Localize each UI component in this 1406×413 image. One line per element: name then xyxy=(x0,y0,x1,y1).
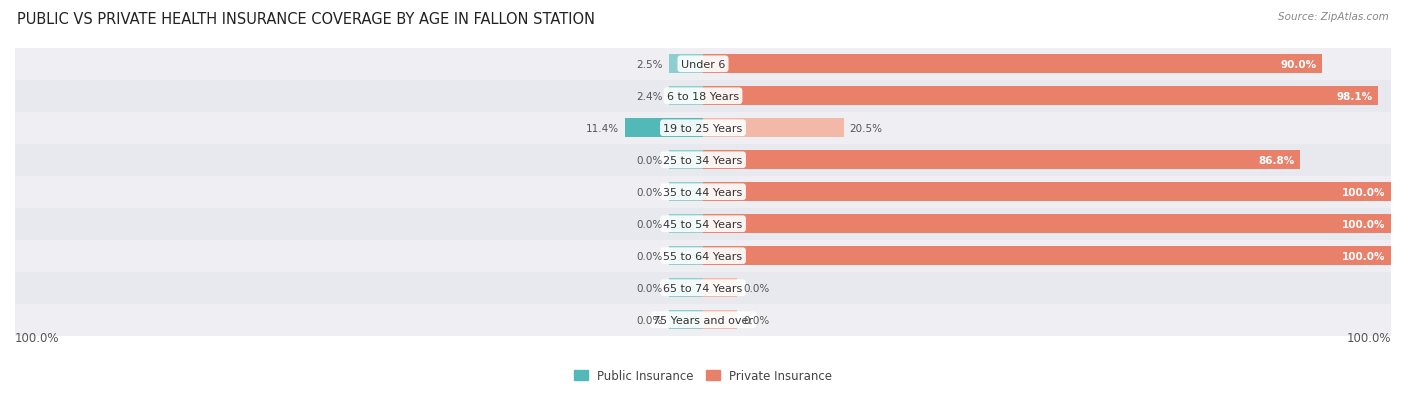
Text: 11.4%: 11.4% xyxy=(586,123,619,133)
Text: 75 Years and over: 75 Years and over xyxy=(652,315,754,325)
Text: 0.0%: 0.0% xyxy=(637,187,664,197)
Bar xyxy=(703,87,1378,106)
Bar xyxy=(15,112,1391,145)
Text: 20.5%: 20.5% xyxy=(849,123,883,133)
Text: 100.0%: 100.0% xyxy=(1341,187,1385,197)
Text: 65 to 74 Years: 65 to 74 Years xyxy=(664,283,742,293)
Bar xyxy=(669,311,703,329)
Bar xyxy=(703,183,1391,202)
Bar xyxy=(703,119,844,138)
Text: 19 to 25 Years: 19 to 25 Years xyxy=(664,123,742,133)
Bar xyxy=(703,311,737,329)
Bar xyxy=(669,247,703,265)
Text: 90.0%: 90.0% xyxy=(1281,59,1316,70)
Bar xyxy=(669,183,703,202)
Text: 0.0%: 0.0% xyxy=(637,251,664,261)
Text: 0.0%: 0.0% xyxy=(637,315,664,325)
Text: 2.4%: 2.4% xyxy=(637,92,664,102)
Text: 55 to 64 Years: 55 to 64 Years xyxy=(664,251,742,261)
Bar xyxy=(703,55,1322,74)
Text: 2.5%: 2.5% xyxy=(637,59,664,70)
Bar xyxy=(669,87,703,106)
Bar xyxy=(15,81,1391,112)
Bar xyxy=(703,247,1391,265)
Text: 100.0%: 100.0% xyxy=(1347,331,1391,344)
Bar xyxy=(669,151,703,170)
Text: PUBLIC VS PRIVATE HEALTH INSURANCE COVERAGE BY AGE IN FALLON STATION: PUBLIC VS PRIVATE HEALTH INSURANCE COVER… xyxy=(17,12,595,27)
Bar xyxy=(15,240,1391,272)
Bar xyxy=(15,272,1391,304)
Bar xyxy=(15,304,1391,336)
Bar xyxy=(624,119,703,138)
Text: 0.0%: 0.0% xyxy=(637,283,664,293)
Text: 100.0%: 100.0% xyxy=(1341,251,1385,261)
Text: 98.1%: 98.1% xyxy=(1336,92,1372,102)
Text: 100.0%: 100.0% xyxy=(15,331,59,344)
Bar xyxy=(15,49,1391,81)
Text: 100.0%: 100.0% xyxy=(1341,219,1385,229)
Text: 0.0%: 0.0% xyxy=(637,155,664,165)
Legend: Public Insurance, Private Insurance: Public Insurance, Private Insurance xyxy=(574,369,832,382)
Text: 6 to 18 Years: 6 to 18 Years xyxy=(666,92,740,102)
Text: Under 6: Under 6 xyxy=(681,59,725,70)
Bar xyxy=(15,145,1391,176)
Bar xyxy=(703,279,737,297)
Bar xyxy=(703,215,1391,233)
Bar xyxy=(669,55,703,74)
Text: 0.0%: 0.0% xyxy=(742,315,769,325)
Text: 25 to 34 Years: 25 to 34 Years xyxy=(664,155,742,165)
Text: Source: ZipAtlas.com: Source: ZipAtlas.com xyxy=(1278,12,1389,22)
Text: 0.0%: 0.0% xyxy=(742,283,769,293)
Text: 35 to 44 Years: 35 to 44 Years xyxy=(664,187,742,197)
Text: 86.8%: 86.8% xyxy=(1258,155,1295,165)
Text: 45 to 54 Years: 45 to 54 Years xyxy=(664,219,742,229)
Bar xyxy=(15,208,1391,240)
Bar xyxy=(15,176,1391,208)
Bar xyxy=(669,215,703,233)
Bar xyxy=(703,151,1301,170)
Text: 0.0%: 0.0% xyxy=(637,219,664,229)
Bar xyxy=(669,279,703,297)
